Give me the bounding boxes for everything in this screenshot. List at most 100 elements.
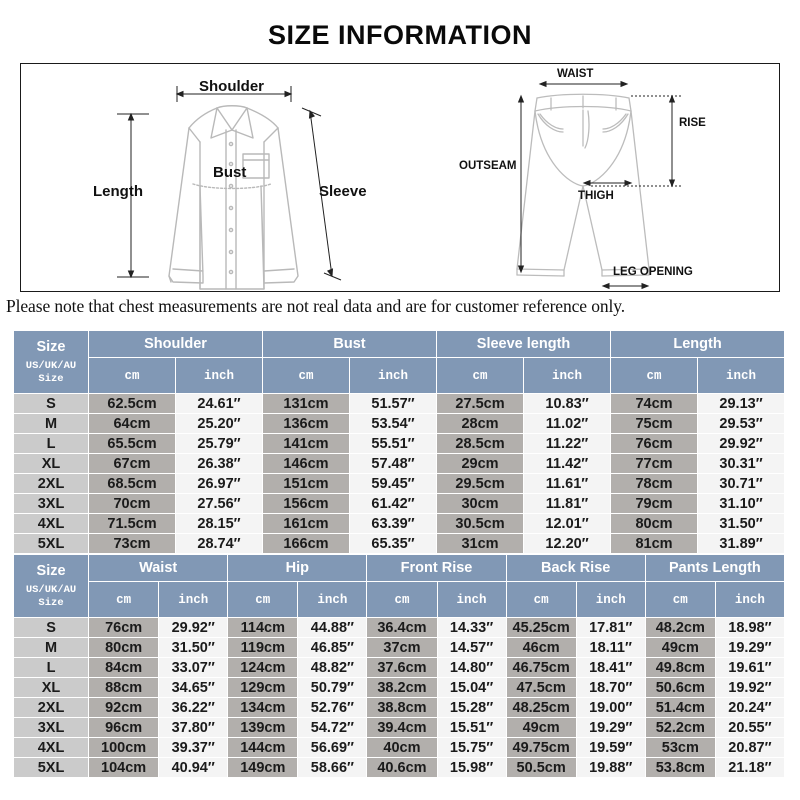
measurement-diagram-box: Shoulder Bust Length Sleeve — [20, 63, 780, 292]
inch-value-cell: 11.02″ — [523, 413, 612, 434]
table-row: S 62.5cm 24.61″ 131cm 51.57″ 27.5cm 10.83″ 74cm… — [13, 393, 786, 414]
header-unit-front-rise-cm: cm — [366, 581, 438, 618]
inch-value-cell: 40.94″ — [158, 757, 229, 778]
size-cell: M — [12, 637, 90, 658]
cm-value-cell: 76cm — [88, 617, 160, 638]
size-cell: 4XL — [12, 737, 90, 758]
inch-value-cell: 21.18″ — [714, 757, 786, 778]
cm-value-cell: 131cm — [262, 393, 350, 414]
cm-value-cell: 50.6cm — [644, 677, 716, 698]
pants-diagram: WAIST RISE OUTSEAM THIGH LEG OPENING — [441, 64, 779, 291]
inch-value-cell: 19.00″ — [575, 697, 646, 718]
pants-label-waist: WAIST — [557, 68, 594, 80]
header-unit-shoulder-cm: cm — [88, 357, 176, 394]
inch-value-cell: 51.57″ — [348, 393, 438, 414]
size-cell: S — [13, 393, 89, 414]
header-group-hip: Hip — [227, 554, 368, 582]
inch-value-cell: 19.88″ — [575, 757, 646, 778]
size-table-tops: Size US/UK/AU Size Shoulder Bust Sleeve le… — [13, 330, 786, 554]
inch-value-cell: 20.87″ — [714, 737, 786, 758]
cm-value-cell: 53cm — [644, 737, 716, 758]
header-group-waist: Waist — [88, 554, 229, 582]
inch-value-cell: 18.11″ — [575, 637, 646, 658]
cm-value-cell: 139cm — [227, 717, 299, 738]
cm-value-cell: 75cm — [610, 413, 699, 434]
inch-value-cell: 30.31″ — [697, 453, 786, 474]
size-cell: 5XL — [12, 757, 90, 778]
shirt-illustration-svg — [117, 86, 342, 290]
cm-value-cell: 37.6cm — [366, 657, 438, 678]
cm-value-cell: 46cm — [505, 637, 577, 658]
size-cell: XL — [12, 677, 90, 698]
inch-value-cell: 18.70″ — [575, 677, 646, 698]
inch-value-cell: 24.61″ — [175, 393, 263, 414]
cm-value-cell: 53.8cm — [644, 757, 716, 778]
pants-label-thigh: THIGH — [578, 190, 614, 202]
inch-value-cell: 14.80″ — [436, 657, 507, 678]
size-cell: L — [13, 433, 89, 454]
table-row: 4XL 100cm 39.37″ 144cm 56.69″ 40cm 15.75″ 49.75… — [12, 737, 786, 758]
inch-value-cell: 25.79″ — [175, 433, 263, 454]
table-row: 5XL 104cm 40.94″ 149cm 58.66″ 40.6cm 15.98″ 50.… — [12, 757, 786, 778]
header-unit-back-rise-cm: cm — [505, 581, 577, 618]
header-unit-back-rise-inch: inch — [575, 581, 646, 618]
inch-value-cell: 34.65″ — [158, 677, 229, 698]
cm-value-cell: 67cm — [88, 453, 176, 474]
inch-value-cell: 28.15″ — [175, 513, 263, 534]
cm-value-cell: 88cm — [88, 677, 160, 698]
cm-value-cell: 29.5cm — [436, 473, 525, 494]
inch-value-cell: 55.51″ — [348, 433, 438, 454]
pants-illustration-svg — [516, 80, 683, 290]
size-cell: 3XL — [12, 717, 90, 738]
size-cell: S — [12, 617, 90, 638]
inch-value-cell: 14.57″ — [436, 637, 507, 658]
cm-value-cell: 104cm — [88, 757, 160, 778]
cm-value-cell: 80cm — [610, 513, 699, 534]
inch-value-cell: 37.80″ — [158, 717, 229, 738]
inch-value-cell: 57.48″ — [348, 453, 438, 474]
cm-value-cell: 134cm — [227, 697, 299, 718]
pants-label-leg-opening: LEG OPENING — [613, 266, 693, 278]
cm-value-cell: 27.5cm — [436, 393, 525, 414]
inch-value-cell: 31.10″ — [697, 493, 786, 514]
inch-value-cell: 10.83″ — [523, 393, 612, 414]
cm-value-cell: 119cm — [227, 637, 299, 658]
inch-value-cell: 26.97″ — [175, 473, 263, 494]
header-unit-waist-inch: inch — [158, 581, 229, 618]
cm-value-cell: 70cm — [88, 493, 176, 514]
cm-value-cell: 77cm — [610, 453, 699, 474]
cm-value-cell: 136cm — [262, 413, 350, 434]
cm-value-cell: 156cm — [262, 493, 350, 514]
table-row: 2XL 92cm 36.22″ 134cm 52.76″ 38.8cm 15.28″ 48.2… — [12, 697, 786, 718]
size-cell: L — [12, 657, 90, 678]
inch-value-cell: 59.45″ — [348, 473, 438, 494]
header-unit-waist-cm: cm — [88, 581, 160, 618]
table-row: L 65.5cm 25.79″ 141cm 55.51″ 28.5cm 11.22″ 76cm… — [13, 433, 786, 454]
shirt-label-length: Length — [93, 183, 143, 200]
cm-value-cell: 92cm — [88, 697, 160, 718]
shirt-label-shoulder: Shoulder — [199, 78, 265, 95]
inch-value-cell: 18.41″ — [575, 657, 646, 678]
header-size-sublabel: US/UK/AU — [25, 359, 77, 372]
cm-value-cell: 129cm — [227, 677, 299, 698]
size-cell: 3XL — [13, 493, 89, 514]
table-row: 5XL 73cm 28.74″ 166cm 65.35″ 31cm 12.20″ 81cm 31… — [13, 533, 786, 554]
cm-value-cell: 73cm — [88, 533, 176, 554]
cm-value-cell: 29cm — [436, 453, 525, 474]
header-size-sublabel-2: Size — [38, 596, 64, 609]
cm-value-cell: 64cm — [88, 413, 176, 434]
header-size: Size US/UK/AU Size — [13, 330, 89, 394]
pants-label-outseam: OUTSEAM — [459, 160, 517, 172]
inch-value-cell: 31.50″ — [697, 513, 786, 534]
header-unit-sleeve-inch: inch — [523, 357, 612, 394]
inch-value-cell: 15.75″ — [436, 737, 507, 758]
header-group-shoulder: Shoulder — [88, 330, 263, 358]
cm-value-cell: 52.2cm — [644, 717, 716, 738]
table-row: S 76cm 29.92″ 114cm 44.88″ 36.4cm 14.33″ 45.25c… — [12, 617, 786, 638]
inch-value-cell: 17.81″ — [575, 617, 646, 638]
cm-value-cell: 114cm — [227, 617, 299, 638]
header-size-label: Size — [36, 338, 66, 355]
inch-value-cell: 29.53″ — [697, 413, 786, 434]
cm-value-cell: 62.5cm — [88, 393, 176, 414]
inch-value-cell: 19.92″ — [714, 677, 786, 698]
